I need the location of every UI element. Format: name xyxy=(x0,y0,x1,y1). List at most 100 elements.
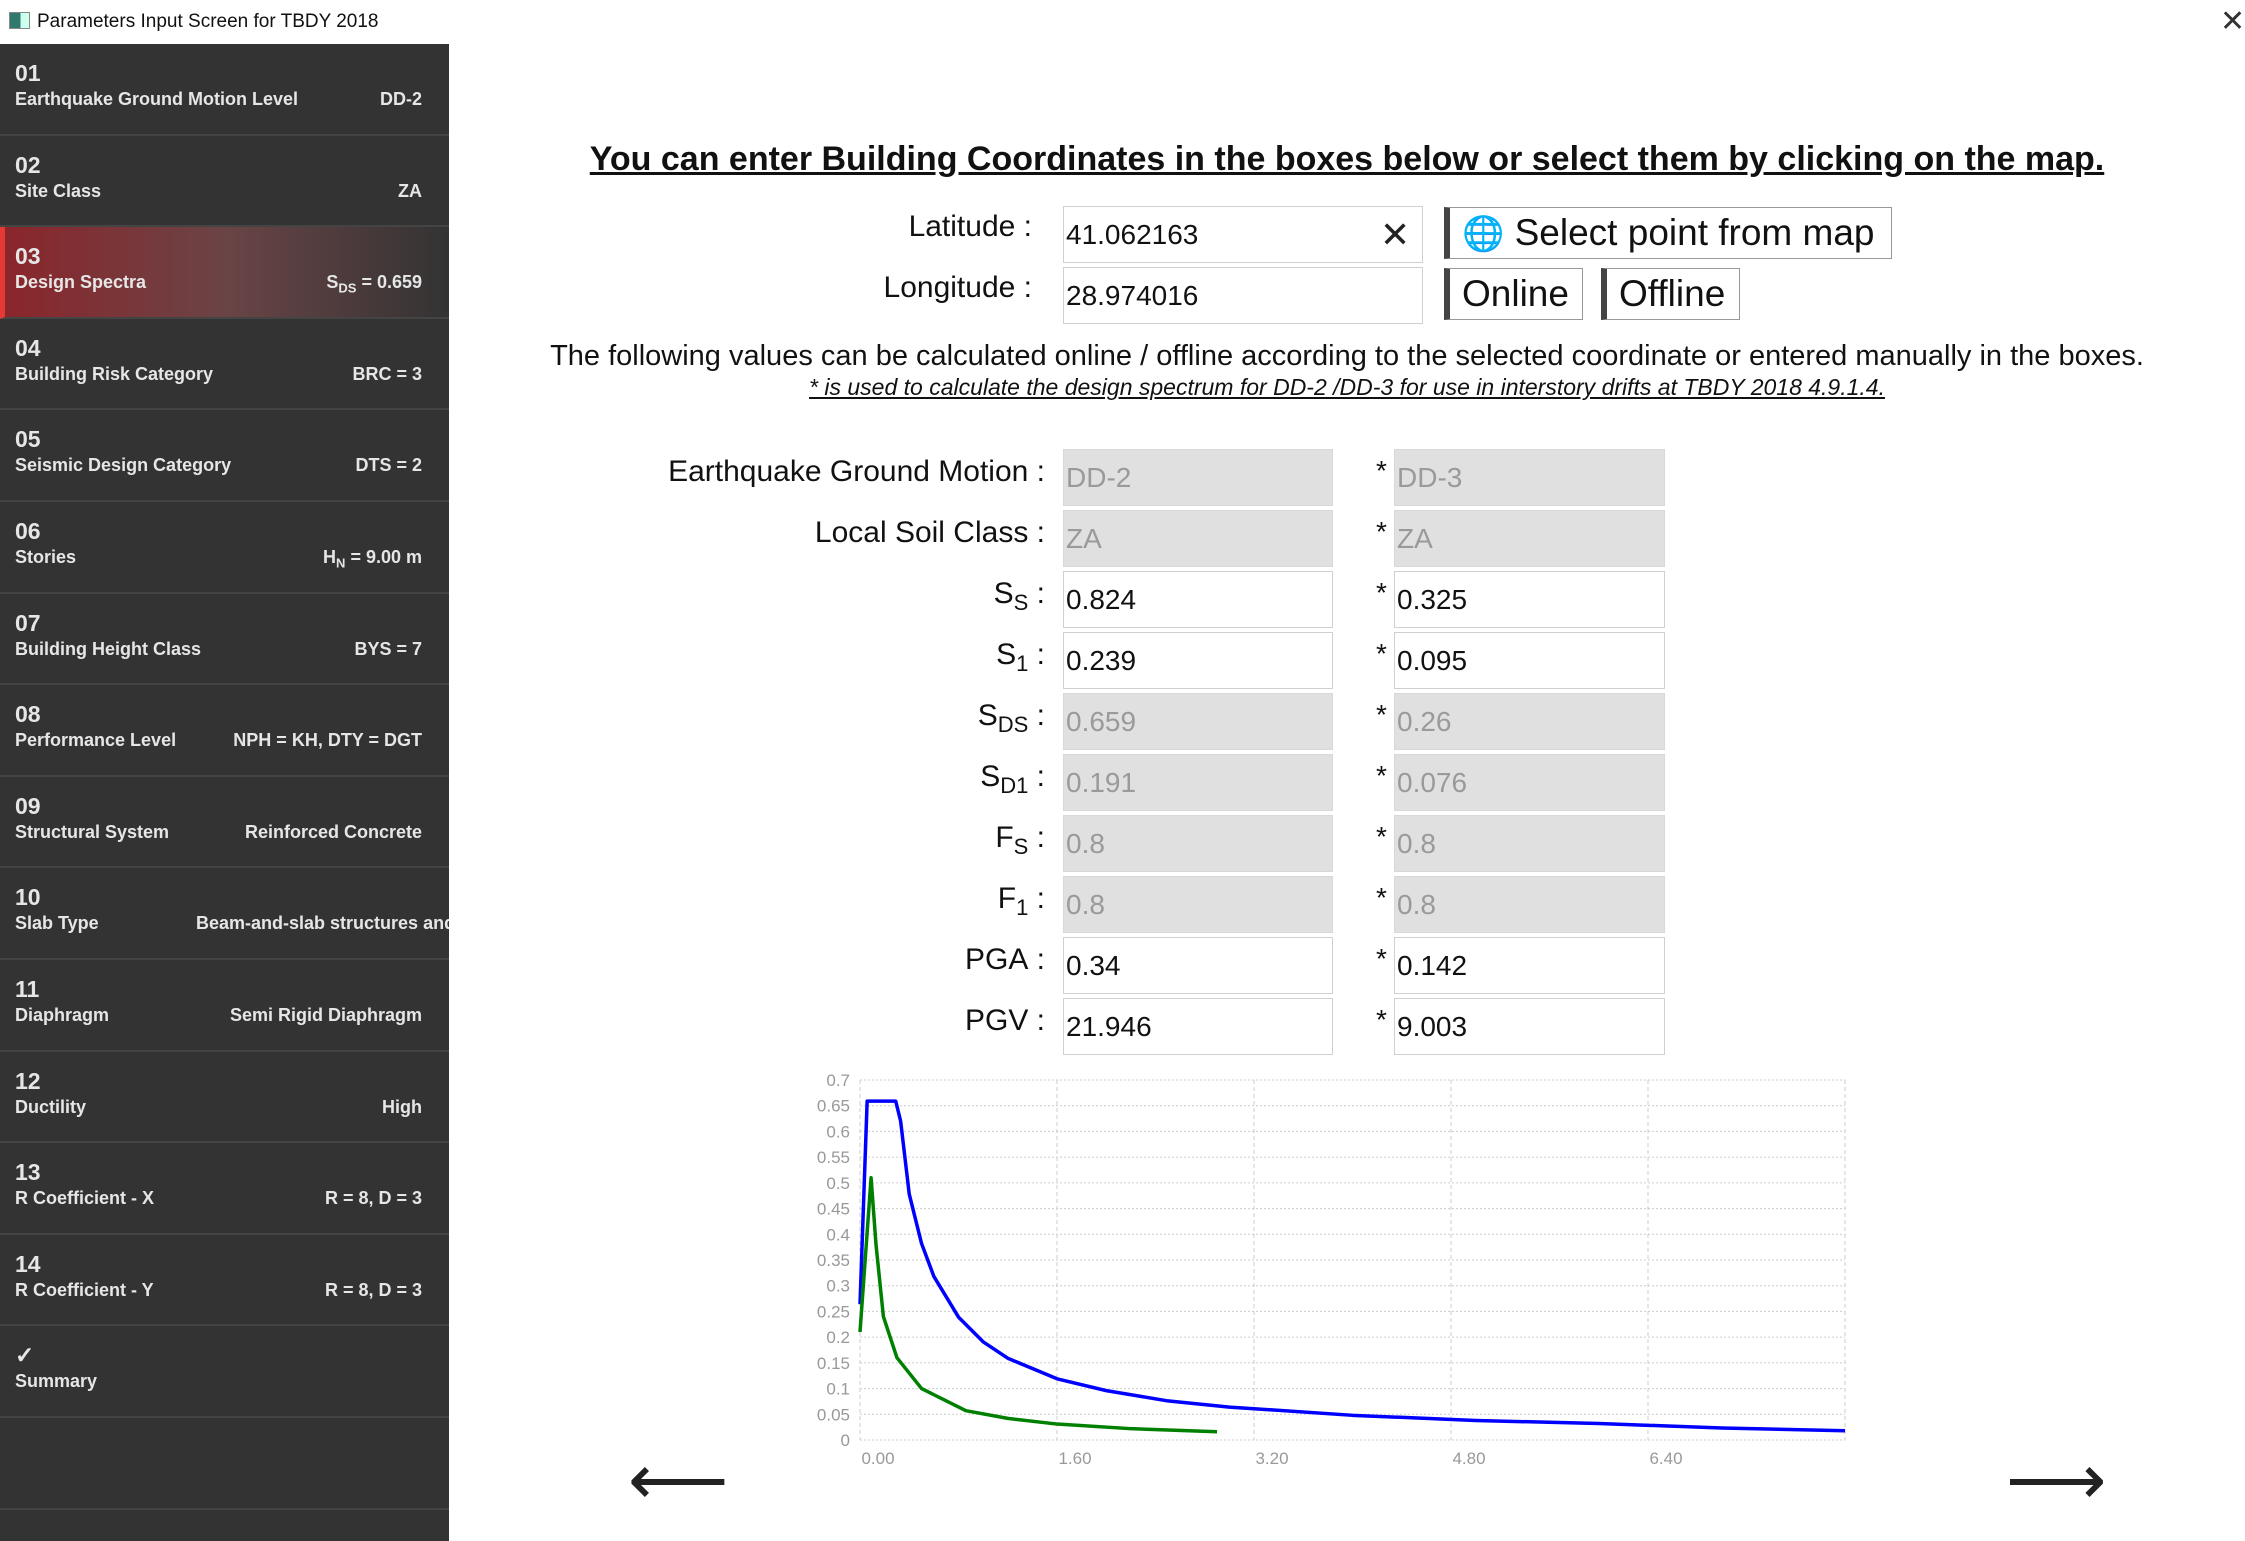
y-tick-label: 0.15 xyxy=(817,1354,850,1373)
label-text: PGV xyxy=(964,1004,1029,1037)
arrow-right-icon[interactable]: ⟶ xyxy=(2006,1441,2107,1519)
step-label: Performance Level xyxy=(15,730,177,751)
x-tick-label: 4.80 xyxy=(1452,1449,1485,1468)
globe-icon: 🌐 xyxy=(1462,215,1505,253)
asterisk: * xyxy=(1376,1004,1387,1035)
sidebar-item[interactable]: 01 Earthquake Ground Motion Level DD-2 xyxy=(0,44,449,136)
parameter-input-dd2[interactable]: 0.8 xyxy=(1063,876,1333,933)
label-text: Local Soil Class xyxy=(814,516,1029,549)
parameter-input-dd2[interactable]: 0.34 xyxy=(1063,937,1333,994)
parameter-input-dd3[interactable]: DD-3 xyxy=(1394,449,1665,506)
x-tick-label: 0.00 xyxy=(861,1449,894,1468)
step-number: 09 xyxy=(15,792,41,819)
parameter-label: FS : xyxy=(995,821,1045,859)
sidebar-item[interactable]: 11 Diaphragm Semi Rigid Diaphragm xyxy=(0,960,449,1052)
value-text: Semi Rigid Diaphragm xyxy=(229,1004,422,1025)
value-text: R = 8, D = 3 xyxy=(324,1279,422,1300)
parameter-input-dd3[interactable]: 0.8 xyxy=(1394,876,1665,933)
design-spectrum-chart: 0 0.05 0.1 0.15 0.2 0.25 0.3 0.35 0.4 0.45 0.5 0.55… xyxy=(780,1060,1880,1472)
parameter-input-dd3[interactable]: 9.003 xyxy=(1394,998,1665,1055)
step-label: Diaphragm xyxy=(15,1004,110,1025)
step-value: ZA xyxy=(398,181,422,205)
sidebar-item[interactable] xyxy=(0,1418,449,1510)
step-number: ✓ xyxy=(15,1342,35,1369)
y-tick-label: 0.1 xyxy=(826,1380,850,1399)
label-subscript: S xyxy=(1013,834,1029,859)
y-tick-label: 0.55 xyxy=(817,1148,850,1167)
parameter-input-dd2[interactable]: 0.824 xyxy=(1063,571,1333,628)
sidebar-item[interactable]: 03 Design Spectra SDS = 0.659 xyxy=(0,227,449,319)
step-number: 08 xyxy=(15,701,41,728)
parameter-label: PGV : xyxy=(964,1004,1045,1037)
parameter-input-dd2[interactable]: ZA xyxy=(1063,510,1333,567)
parameter-input-dd3[interactable]: 0.26 xyxy=(1394,693,1665,750)
value-text: NPH = KH, DTY = DGT xyxy=(233,730,422,751)
value-subscript: DS xyxy=(338,280,357,296)
parameter-input-dd2[interactable]: 0.239 xyxy=(1063,632,1333,689)
y-tick-label: 0.35 xyxy=(817,1251,850,1270)
title-bar: Parameters Input Screen for TBDY 2018 ✕ xyxy=(0,0,2245,44)
close-icon[interactable]: ✕ xyxy=(2220,5,2245,38)
sidebar-item[interactable]: 13 R Coefficient - X R = 8, D = 3 xyxy=(0,1143,449,1235)
parameter-input-dd2[interactable]: 0.659 xyxy=(1063,693,1333,750)
step-number: 13 xyxy=(15,1159,41,1186)
sidebar-item[interactable]: 04 Building Risk Category BRC = 3 xyxy=(0,319,449,411)
y-tick-label: 0 xyxy=(841,1431,850,1450)
app-icon xyxy=(9,12,30,29)
parameter-input-dd3[interactable]: ZA xyxy=(1394,510,1665,567)
sidebar-item[interactable]: ✓ Summary xyxy=(0,1326,449,1418)
y-tick-label: 0.65 xyxy=(817,1097,850,1116)
parameter-label: PGA : xyxy=(964,943,1045,976)
arrow-left-icon[interactable]: ⟵ xyxy=(628,1441,729,1519)
longitude-input[interactable] xyxy=(1063,267,1423,324)
parameter-input-dd3[interactable]: 0.076 xyxy=(1394,754,1665,811)
step-number: 02 xyxy=(15,151,41,178)
parameter-input-dd2[interactable]: 0.191 xyxy=(1063,754,1333,811)
latitude-label: Latitude : xyxy=(908,210,1032,243)
step-number: 04 xyxy=(15,334,41,361)
y-tick-label: 0.7 xyxy=(826,1071,850,1090)
step-number: 01 xyxy=(15,60,41,86)
step-label: Design Spectra xyxy=(15,272,147,293)
step-value: Beam-and-slab structures and xyxy=(196,913,449,937)
sidebar-item[interactable]: 09 Structural System Reinforced Concrete xyxy=(0,777,449,869)
select-map-label: Select point from map xyxy=(1514,212,1875,253)
label-text: F xyxy=(997,882,1017,915)
sidebar-item[interactable]: 02 Site Class ZA xyxy=(0,136,449,228)
value-text: H xyxy=(323,546,337,567)
value-text: = 0.659 xyxy=(356,272,422,293)
parameter-input-dd3[interactable]: 0.095 xyxy=(1394,632,1665,689)
sidebar-item[interactable]: 12 Ductility High xyxy=(0,1052,449,1144)
parameter-input-dd2[interactable]: DD-2 xyxy=(1063,449,1333,506)
value-text: DTS = 2 xyxy=(355,455,422,476)
online-button[interactable]: Online xyxy=(1444,268,1583,320)
sidebar-item[interactable]: 14 R Coefficient - Y R = 8, D = 3 xyxy=(0,1235,449,1327)
parameter-input-dd3[interactable]: 0.325 xyxy=(1394,571,1665,628)
asterisk: * xyxy=(1376,577,1387,608)
sidebar-item[interactable]: 10 Slab Type Beam-and-slab structures an… xyxy=(0,868,449,960)
offline-button[interactable]: Offline xyxy=(1601,268,1740,320)
sidebar-item[interactable]: 05 Seismic Design Category DTS = 2 xyxy=(0,410,449,502)
step-number: 11 xyxy=(15,975,40,1002)
value-subscript: N xyxy=(336,555,346,571)
clear-icon[interactable]: ✕ xyxy=(1380,214,1411,255)
sidebar: 01 Earthquake Ground Motion Level DD-2 02… xyxy=(0,44,449,1541)
select-point-from-map-button[interactable]: 🌐 Select point from map xyxy=(1444,207,1892,259)
spectrum-line-1 xyxy=(858,1099,1846,1433)
parameter-input-dd2[interactable]: 21.946 xyxy=(1063,998,1333,1055)
parameter-input-dd2[interactable]: 0.8 xyxy=(1063,815,1333,872)
longitude-label: Longitude : xyxy=(883,271,1032,304)
x-tick-label: 6.40 xyxy=(1649,1449,1682,1468)
sidebar-item[interactable]: 06 Stories HN = 9.00 m xyxy=(0,502,449,594)
sidebar-item[interactable]: 08 Performance Level NPH = KH, DTY = DGT xyxy=(0,685,449,777)
note-text: * is used to calculate the design spectr… xyxy=(809,374,1885,400)
latitude-input[interactable] xyxy=(1063,206,1423,263)
step-label: Site Class xyxy=(15,180,102,201)
sidebar-item[interactable]: 07 Building Height Class BYS = 7 xyxy=(0,594,449,686)
parameter-input-dd3[interactable]: 0.142 xyxy=(1394,937,1665,994)
step-label: Earthquake Ground Motion Level xyxy=(15,89,299,109)
step-value: DD-2 xyxy=(380,89,422,113)
step-label: Stories xyxy=(15,546,77,567)
step-value: High xyxy=(382,1097,422,1121)
parameter-input-dd3[interactable]: 0.8 xyxy=(1394,815,1665,872)
